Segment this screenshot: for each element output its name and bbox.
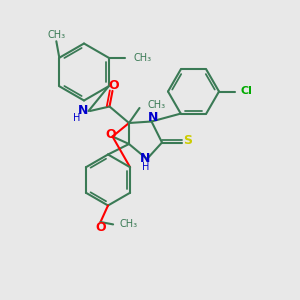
Text: CH₃: CH₃	[120, 219, 138, 230]
Text: N: N	[140, 152, 151, 166]
Text: CH₃: CH₃	[47, 30, 65, 40]
Text: N: N	[148, 111, 158, 124]
Text: H: H	[74, 112, 81, 123]
Text: H: H	[142, 161, 149, 172]
Text: O: O	[109, 79, 119, 92]
Text: O: O	[95, 221, 106, 234]
Text: N: N	[78, 104, 88, 118]
Text: CH₃: CH₃	[134, 53, 152, 63]
Text: S: S	[184, 134, 193, 148]
Text: O: O	[106, 128, 116, 142]
Text: Cl: Cl	[241, 86, 253, 97]
Text: CH₃: CH₃	[148, 100, 166, 110]
